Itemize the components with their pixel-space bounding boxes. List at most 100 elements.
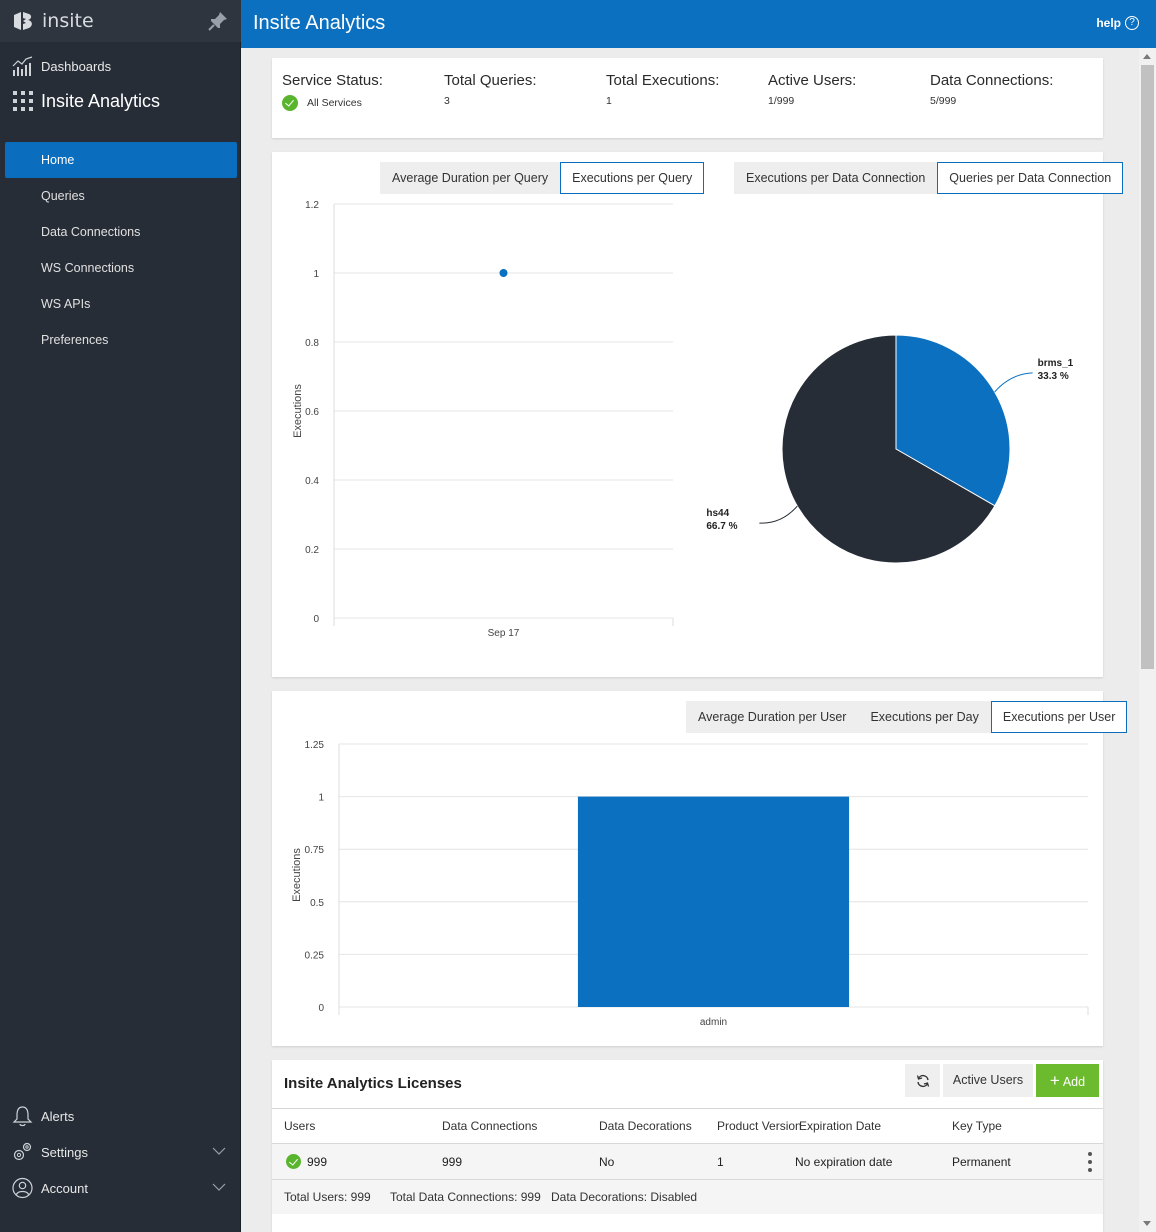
pie-leader-line: [994, 372, 1033, 393]
brand-name: insite: [42, 10, 94, 32]
column-header-expiration-date[interactable]: Expiration Date: [799, 1119, 882, 1133]
refresh-icon: [916, 1074, 929, 1088]
account-label: Account: [41, 1180, 88, 1196]
y-tick-label: 0.4: [305, 476, 319, 487]
pin-icon[interactable]: [207, 10, 229, 32]
pie-label-name: hs44: [706, 508, 729, 519]
sidebar-item-queries[interactable]: Queries: [41, 189, 85, 203]
chevron-down-icon: [212, 1147, 226, 1155]
licenses-table-header: Users Data Connections Data Decorations …: [272, 1108, 1103, 1144]
stat-total-executions: Total Executions: 1: [606, 72, 719, 107]
nav-app-switcher[interactable]: Insite Analytics: [12, 88, 160, 114]
column-header-key-type[interactable]: Key Type: [952, 1119, 1002, 1133]
nav-settings[interactable]: Settings: [12, 1140, 230, 1164]
y-tick-label: 0.25: [305, 950, 325, 961]
stat-total-queries: Total Queries: 3: [444, 72, 537, 107]
sidebar-item-preferences[interactable]: Preferences: [41, 333, 109, 347]
licenses-card: Insite Analytics Licenses Active Users +…: [272, 1060, 1103, 1232]
scroll-up-arrow-icon[interactable]: [1143, 54, 1151, 59]
brand-bar: insite: [0, 0, 241, 42]
vertical-scrollbar[interactable]: [1139, 48, 1156, 1232]
tab-executions-per-day[interactable]: Executions per Day: [858, 701, 991, 733]
y-tick-label: 1.25: [305, 740, 325, 751]
sidebar-item-ws-apis[interactable]: WS APIs: [41, 297, 91, 311]
y-axis-title: Executions: [291, 848, 303, 902]
y-tick-label: 0: [318, 1003, 324, 1014]
footer-total-connections: Total Data Connections: 999: [390, 1190, 541, 1204]
chevron-down-icon: [212, 1183, 226, 1191]
cell-expiration-date: No expiration date: [795, 1154, 893, 1169]
tab-executions-per-data-connection[interactable]: Executions per Data Connection: [734, 162, 938, 194]
licenses-title: Insite Analytics Licenses: [284, 1075, 462, 1092]
y-tick-label: 0.5: [310, 898, 324, 909]
bell-icon: [12, 1106, 33, 1127]
page-title: Insite Analytics: [253, 12, 386, 34]
cell-product-version: 1: [717, 1154, 724, 1169]
user-chart-card: Average Duration per User Executions per…: [272, 691, 1128, 1046]
sidebar-item-ws-connections[interactable]: WS Connections: [41, 261, 135, 275]
sidebar-item-data-connections[interactable]: Data Connections: [41, 225, 141, 239]
y-tick-label: 0.2: [305, 545, 319, 556]
alerts-label: Alerts: [41, 1108, 75, 1124]
insite-logo-icon: [14, 12, 32, 30]
query-charts-card: Average Duration per Query Executions pe…: [272, 152, 1124, 677]
stat-label: Service Status:: [282, 72, 383, 89]
check-circle-icon: [282, 95, 298, 111]
nav-account[interactable]: Account: [12, 1176, 230, 1200]
stat-value: 3: [444, 95, 450, 107]
stat-label: Total Queries:: [444, 72, 537, 89]
help-circle-icon: ?: [1125, 16, 1139, 30]
y-tick-label: 1.2: [305, 200, 319, 211]
executions-per-user-chart: 0 0.25 0.5 0.75 1 1.25 admin Executions: [291, 740, 1089, 1028]
tab-executions-per-user[interactable]: Executions per User: [990, 701, 1128, 733]
stat-data-connections: Data Connections: 5/999: [930, 72, 1053, 107]
cell-data-decorations: No: [599, 1154, 615, 1169]
pie-label-percent: 66.7 %: [706, 521, 737, 532]
stat-label: Active Users:: [768, 72, 857, 89]
refresh-button[interactable]: [905, 1064, 940, 1097]
account-icon: [12, 1177, 33, 1199]
query-chart-tabs: Average Duration per Query Executions pe…: [380, 162, 705, 194]
sidebar-item-home[interactable]: Home: [5, 142, 237, 178]
tab-average-duration-per-user[interactable]: Average Duration per User: [686, 701, 859, 733]
y-tick-label: 1: [313, 269, 319, 280]
y-tick-label: 1: [318, 793, 324, 804]
sidebar-menu: Home Queries Data Connections WS Connect…: [5, 142, 237, 358]
column-header-data-connections[interactable]: Data Connections: [442, 1119, 538, 1133]
executions-per-query-chart: 0 0.2 0.4 0.6 0.8 1 1.2 Sep 17 Executions: [292, 200, 674, 639]
app-name: Insite Analytics: [41, 90, 161, 111]
queries-per-connection-pie-chart: brms_1 33.3 % hs44 66.7 %: [706, 334, 1074, 564]
tab-queries-per-data-connection[interactable]: Queries per Data Connection: [937, 162, 1124, 194]
footer-total-users: Total Users: 999: [284, 1190, 371, 1204]
y-axis-title: Executions: [292, 384, 304, 438]
column-header-users[interactable]: Users: [284, 1119, 316, 1133]
y-tick-label: 0: [313, 614, 319, 625]
sidebar: insite Dashboards Insite Analytics Home …: [0, 0, 241, 1232]
nav-dashboards[interactable]: Dashboards: [12, 55, 111, 77]
stat-label: Total Executions:: [606, 72, 720, 89]
tab-average-duration-per-query[interactable]: Average Duration per Query: [380, 162, 561, 194]
y-tick-label: 0.75: [305, 845, 325, 856]
footer-data-decorations: Data Decorations: Disabled: [551, 1190, 698, 1204]
scrollbar-thumb[interactable]: [1141, 65, 1154, 669]
add-license-button[interactable]: + Add: [1036, 1064, 1099, 1097]
stat-value: 5/999: [930, 95, 957, 107]
active-users-button[interactable]: Active Users: [943, 1064, 1033, 1097]
pie-label-name: brms_1: [1038, 358, 1074, 369]
tab-executions-per-query[interactable]: Executions per Query: [560, 162, 705, 194]
column-header-product-version[interactable]: Product Version: [717, 1119, 802, 1133]
x-tick-label: Sep 17: [488, 628, 520, 639]
gear-icon: [13, 1142, 32, 1161]
column-header-data-decorations[interactable]: Data Decorations: [599, 1119, 692, 1133]
pie-slice-brms_1: [895, 334, 1011, 507]
cell-users: 999: [307, 1154, 328, 1169]
nav-alerts[interactable]: Alerts: [12, 1104, 230, 1128]
row-menu-icon[interactable]: [1088, 1152, 1092, 1176]
top-header: Insite Analytics help ?: [241, 0, 1156, 48]
connection-chart-tabs: Executions per Data Connection Queries p…: [734, 162, 1124, 194]
table-row[interactable]: 999 999 No 1 No expiration date Permanen…: [272, 1144, 1103, 1180]
pie-leader-line: [759, 505, 798, 524]
scroll-down-arrow-icon[interactable]: [1143, 1221, 1151, 1226]
help-link[interactable]: help ?: [1096, 16, 1139, 30]
stat-value: 1: [606, 95, 612, 107]
